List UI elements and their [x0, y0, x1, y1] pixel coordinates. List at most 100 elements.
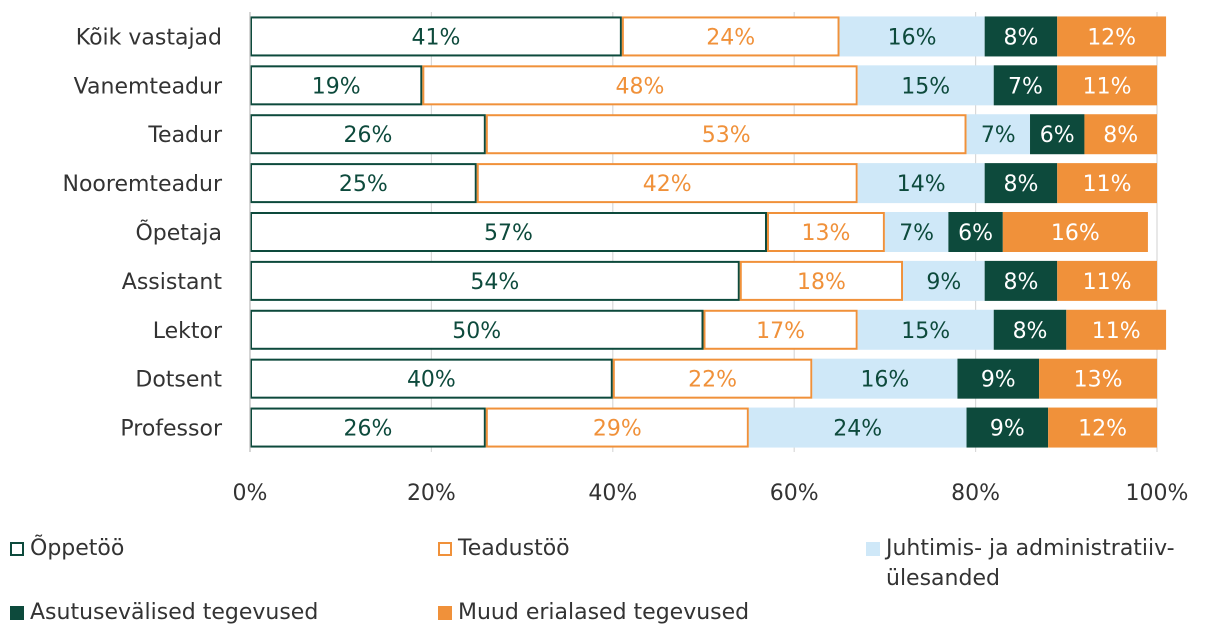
- data-label: 24%: [706, 25, 755, 50]
- bar-segment: [250, 358, 613, 399]
- legend-label: Muud erialased tegevused: [458, 600, 750, 625]
- legend-label: Teadustöö: [458, 536, 570, 561]
- category-label: Dotsent: [135, 368, 222, 393]
- data-label: 8%: [1003, 270, 1038, 295]
- legend-swatch: [10, 606, 24, 620]
- x-tick-label: 20%: [407, 481, 456, 506]
- legend-swatch: [866, 542, 880, 556]
- data-label: 25%: [339, 172, 388, 197]
- data-label: 8%: [1003, 25, 1038, 50]
- category-label: Teadur: [147, 123, 223, 148]
- data-label: 18%: [797, 270, 846, 295]
- bar-segment: [857, 309, 994, 350]
- data-label: 8%: [1013, 319, 1048, 344]
- legend-swatch: [438, 606, 452, 620]
- data-label: 9%: [990, 417, 1025, 442]
- data-label: 48%: [616, 74, 665, 99]
- legend-label: Juhtimis- ja administratiiv-ülesanded: [886, 536, 1175, 591]
- category-label: Professor: [120, 417, 223, 442]
- data-label: 26%: [343, 417, 392, 442]
- category-label: Nooremteadur: [63, 172, 223, 197]
- data-label: 15%: [901, 319, 950, 344]
- bar-segment: [250, 16, 622, 57]
- data-label: 9%: [926, 270, 961, 295]
- category-label: Vanemteadur: [74, 74, 223, 99]
- data-label: 26%: [343, 123, 392, 148]
- bar-segment: [1039, 358, 1157, 399]
- data-label: 15%: [901, 74, 950, 99]
- data-label: 13%: [1074, 368, 1123, 393]
- bar-segment: [948, 212, 1003, 252]
- data-label: 29%: [593, 417, 642, 442]
- x-tick-label: 100%: [1126, 481, 1189, 506]
- data-label: 41%: [411, 25, 460, 50]
- bar-segment: [1066, 309, 1167, 350]
- bar-segment: [812, 358, 958, 399]
- bar-segment: [250, 212, 767, 252]
- data-label: 14%: [897, 172, 946, 197]
- data-label: 8%: [1103, 123, 1138, 148]
- category-label: Kõik vastajad: [76, 25, 222, 50]
- data-label: 12%: [1087, 25, 1136, 50]
- x-tick-label: 60%: [770, 481, 819, 506]
- bar-segment: [1057, 16, 1167, 57]
- x-tick-label: 40%: [588, 481, 637, 506]
- bar-segment: [1057, 163, 1157, 204]
- data-label: 42%: [643, 172, 692, 197]
- data-label: 16%: [860, 368, 909, 393]
- data-label: 54%: [470, 270, 519, 295]
- bar-segment: [485, 407, 749, 448]
- bar-segment: [748, 407, 967, 448]
- bar-segment: [766, 212, 885, 252]
- bar-segment: [993, 65, 1058, 106]
- data-label: 57%: [484, 221, 533, 246]
- bar-segment: [1030, 114, 1085, 155]
- stacked-bar-chart: 41% 24% 16% 8% 12% Kõik vastajad 19% 48% 15% 7% 11…: [63, 12, 1189, 506]
- legend-label: Õppetöö: [30, 536, 125, 561]
- data-label: 11%: [1083, 172, 1132, 197]
- bar-segment: [857, 163, 985, 204]
- bar-segment: [250, 65, 423, 106]
- legend-item: Muud erialased tegevused: [438, 598, 838, 628]
- bar-segment: [739, 260, 904, 301]
- bar-segment: [1057, 260, 1157, 301]
- data-label: 7%: [1008, 74, 1043, 99]
- bar-segment: [476, 163, 858, 204]
- data-label: 8%: [1003, 172, 1038, 197]
- bar-segment: [1057, 65, 1157, 106]
- data-label: 6%: [958, 221, 993, 246]
- bar-segment: [984, 260, 1058, 301]
- bar-segment: [250, 407, 486, 448]
- bar-segment: [1084, 114, 1157, 155]
- legend-swatch: [438, 542, 452, 556]
- data-label: 11%: [1092, 319, 1141, 344]
- legend-label: Asutusevälised tegevused: [30, 600, 319, 625]
- bar-segment: [984, 163, 1058, 204]
- bar-segment: [422, 65, 858, 106]
- data-label: 22%: [688, 368, 737, 393]
- data-label: 24%: [833, 417, 882, 442]
- legend-swatch: [10, 542, 24, 556]
- data-label: 17%: [756, 319, 805, 344]
- bar-segment: [839, 16, 985, 57]
- bar-segment: [250, 114, 486, 155]
- data-label: 53%: [702, 123, 751, 148]
- legend-item: Asutusevälised tegevused: [10, 598, 410, 628]
- bar-segment: [1002, 212, 1148, 252]
- data-label: 16%: [888, 25, 937, 50]
- legend-item: Õppetöö: [10, 534, 390, 564]
- bar-segment: [903, 260, 985, 301]
- bar-segment: [250, 309, 704, 350]
- data-label: 40%: [407, 368, 456, 393]
- data-label: 7%: [899, 221, 934, 246]
- data-label: 12%: [1078, 417, 1127, 442]
- data-label: 19%: [312, 74, 361, 99]
- bar-segment: [857, 65, 994, 106]
- bar-segment: [250, 163, 477, 204]
- bar-segment: [993, 309, 1067, 350]
- bar-segment: [485, 114, 967, 155]
- data-label: 50%: [452, 319, 501, 344]
- bar-segment: [957, 358, 1040, 399]
- data-label: 11%: [1083, 74, 1132, 99]
- bar-segment: [621, 16, 840, 57]
